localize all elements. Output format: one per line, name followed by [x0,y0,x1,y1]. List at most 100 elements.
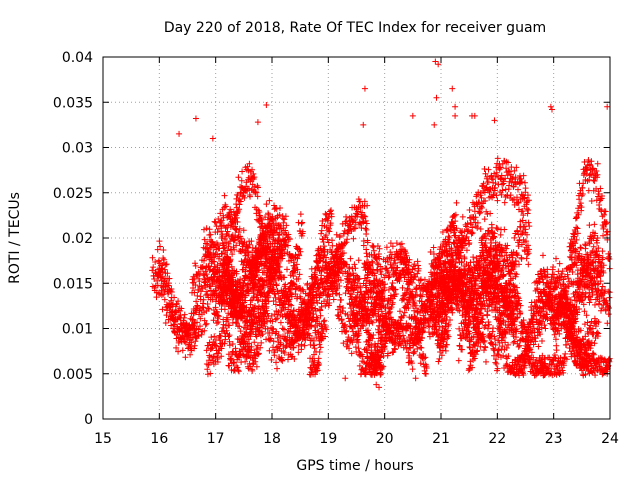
data-point [498,172,505,179]
data-point [321,243,328,250]
data-point [236,354,243,361]
data-point [230,359,237,366]
data-point [551,331,558,338]
data-point [236,323,243,330]
data-point [556,260,563,267]
data-point [318,227,325,234]
data-point [414,345,421,352]
data-point [250,328,257,335]
data-point [513,326,520,333]
chart-title: Day 220 of 2018, Rate Of TEC Index for r… [164,20,546,36]
data-point [251,339,258,346]
data-point [404,285,411,292]
data-point [442,347,449,354]
data-point [311,345,318,352]
data-point [520,172,527,179]
data-point [511,234,518,241]
data-point [525,219,532,226]
data-point [229,340,236,347]
data-point [494,155,501,162]
data-point [435,358,442,365]
data-point [525,207,532,214]
data-point [226,342,233,349]
data-point [288,302,295,309]
data-points [149,58,613,391]
data-point [330,296,337,303]
data-point [447,317,454,324]
data-point [247,333,254,340]
data-point [318,230,325,237]
data-point [458,229,465,236]
data-point [553,255,560,262]
data-point [200,226,207,233]
data-point [485,319,492,326]
data-point [221,192,228,199]
data-point [338,316,345,323]
data-point [263,201,270,208]
data-point [521,179,528,186]
data-point [539,252,546,259]
data-point [336,291,343,298]
data-point [604,231,611,238]
data-point [204,366,211,373]
data-point [459,346,466,353]
data-point [483,358,490,365]
data-point [594,160,601,167]
data-point [510,339,517,346]
data-point [226,362,233,369]
data-point [493,224,500,231]
data-point [456,325,463,332]
data-point [463,333,470,340]
data-point [501,199,508,206]
data-point [316,348,323,355]
data-point [228,355,235,362]
data-point [362,225,369,232]
data-point [456,343,463,350]
data-point [481,165,488,172]
data-point [494,197,501,204]
data-point [492,359,499,366]
data-point [355,257,362,264]
data-point [573,224,580,231]
data-point [326,228,333,235]
data-point [581,321,588,328]
data-point [162,320,169,327]
data-point [455,357,462,364]
data-point [473,255,480,262]
data-point [348,350,355,357]
data-point [242,358,249,365]
data-point [500,272,507,279]
data-point [149,254,156,261]
data-point [317,344,324,351]
data-point [396,308,403,315]
data-point [477,226,484,233]
data-point [430,244,437,251]
data-point [234,364,241,371]
data-point [518,255,525,262]
data-point [491,230,498,237]
data-point [319,218,326,225]
data-point [409,366,416,373]
data-point [485,166,492,173]
data-point [233,362,240,369]
data-point [350,235,357,242]
data-point [254,297,261,304]
data-point [525,261,532,268]
data-point [225,333,232,340]
data-point [489,325,496,332]
data-point [266,197,273,204]
data-point [466,207,473,214]
data-point [481,216,488,223]
data-point [194,292,201,299]
data-point [514,186,521,193]
data-point [203,225,210,232]
data-point [222,201,229,208]
data-point [338,296,345,303]
data-point [572,215,579,222]
data-point [515,343,522,350]
data-point [265,211,272,218]
data-point [436,355,443,362]
data-point [320,238,327,245]
data-point [494,226,501,233]
